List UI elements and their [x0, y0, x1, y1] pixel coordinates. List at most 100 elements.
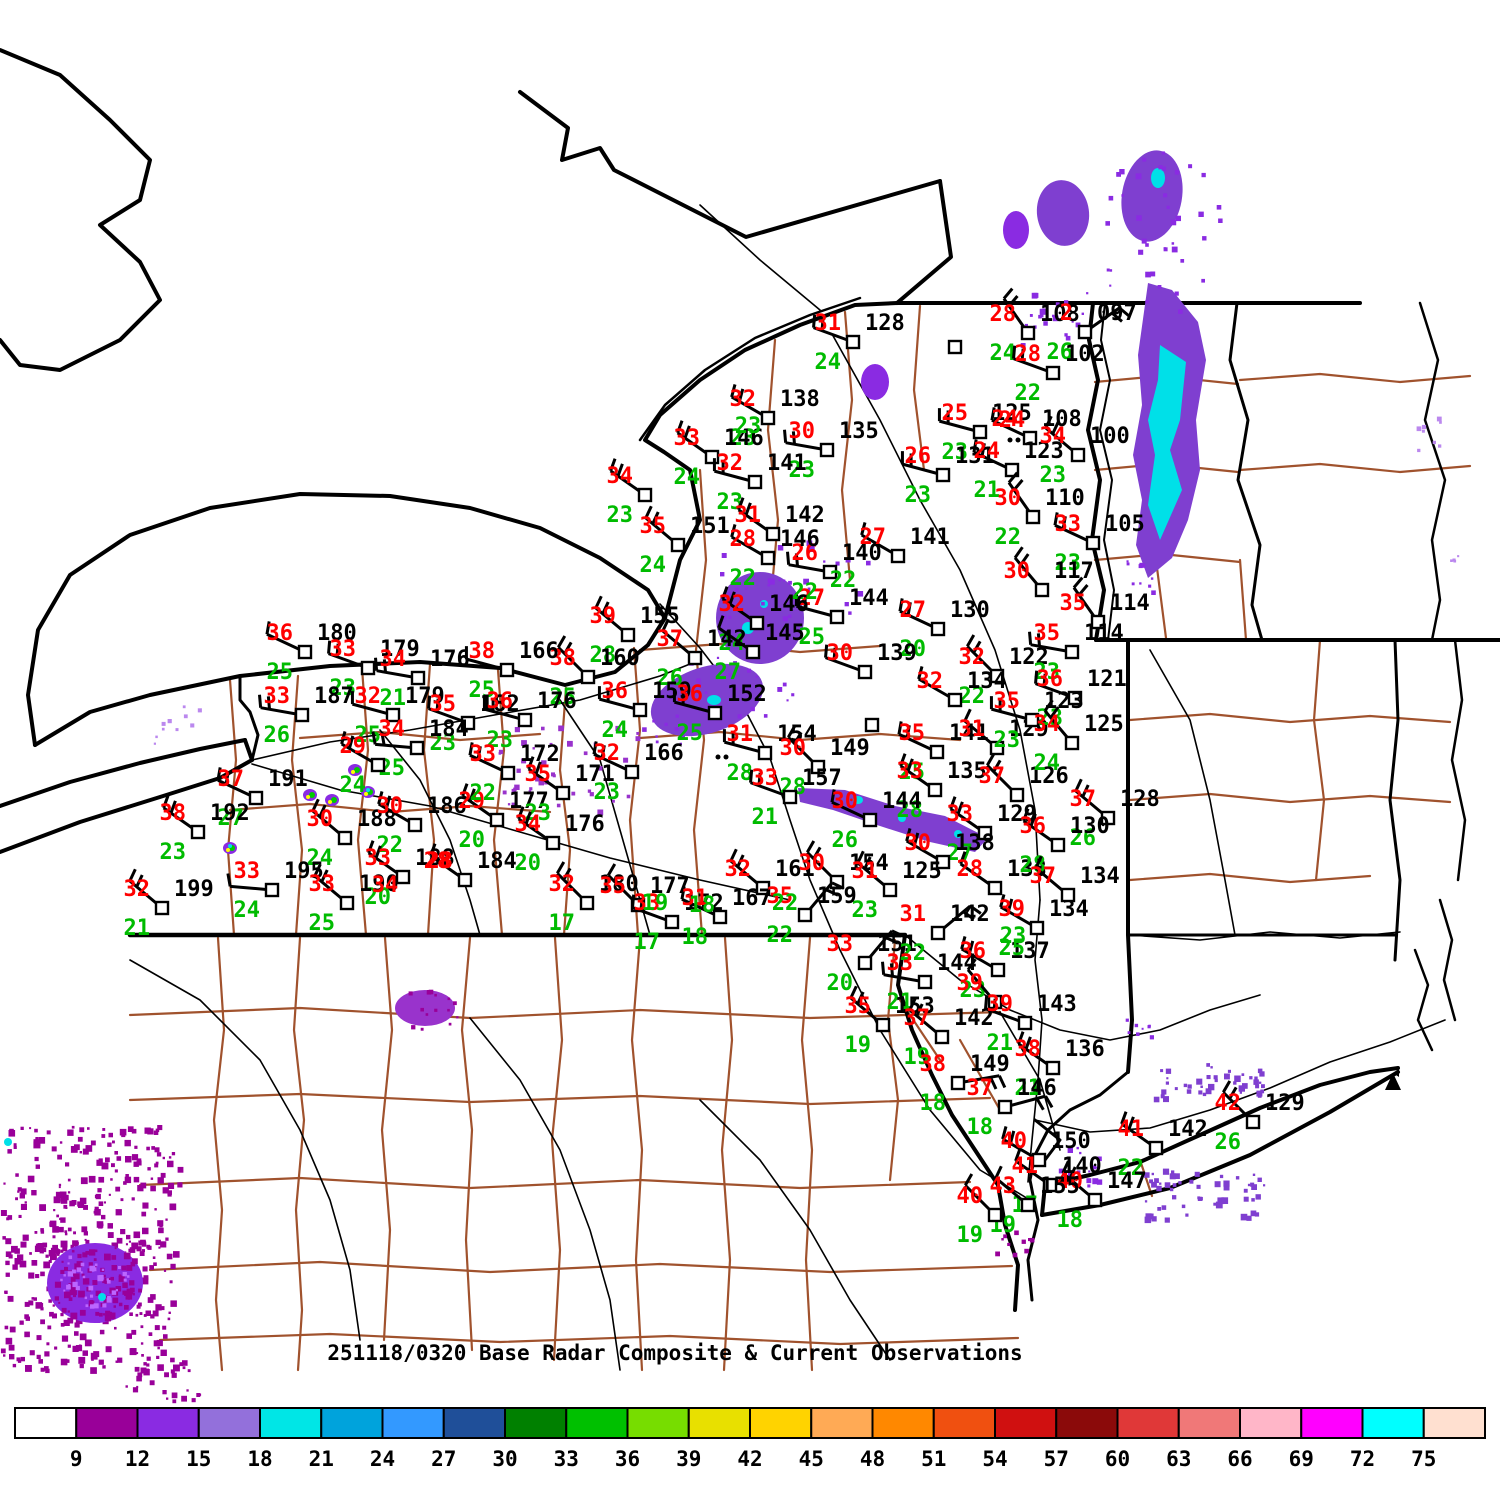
wind-barb-tick [1002, 287, 1014, 300]
radar-speckle [60, 1323, 65, 1327]
station-temperature: 38 [160, 801, 187, 826]
wind-barb-tick [524, 811, 532, 825]
radar-speckle [1001, 1238, 1004, 1241]
wind-barb-tick [990, 407, 996, 421]
wind-barb-tick [972, 640, 982, 654]
radar-speckle [1224, 1073, 1230, 1080]
radar-speckle [425, 1013, 429, 1016]
station-square [1090, 614, 1106, 630]
radar-speckle [134, 1145, 138, 1149]
station-square [1024, 712, 1040, 728]
wind-barb-tick [986, 753, 996, 767]
radar-speckle [110, 1178, 113, 1181]
radar-speckle [1141, 1027, 1144, 1030]
station-plot: 37 134 [1030, 855, 1120, 903]
wind-barb-tick [967, 940, 975, 954]
radar-speckle [1116, 172, 1121, 177]
radar-speckle [124, 1139, 131, 1147]
radar-speckle [1064, 333, 1068, 337]
radar-speckle [704, 691, 708, 694]
radar-speckle [146, 1356, 151, 1361]
station-pressure: 191 [268, 767, 308, 792]
wind-barb-tick [224, 770, 230, 785]
radar-speckle [1164, 1182, 1171, 1188]
radar-speckle [1145, 300, 1149, 304]
station-dewpoint: 27 [715, 660, 742, 685]
station-pressure: 130 [1070, 814, 1110, 839]
radar-speckle [168, 1311, 171, 1314]
station-square [930, 621, 946, 637]
radar-speckle [168, 1156, 172, 1159]
station-pressure: 138 [955, 831, 995, 856]
station-pressure: 108 [1040, 302, 1080, 327]
radar-speckle [1223, 1180, 1230, 1187]
radar-speckle [1165, 1081, 1169, 1085]
station-pressure: 155 [1040, 1174, 1080, 1199]
station-temperature: 40 [1001, 1129, 1028, 1154]
radar-speckle [1243, 1188, 1248, 1193]
station-pressure: 141 [910, 525, 950, 550]
station-pressure: 190 [359, 872, 399, 897]
station-pressure: 149 [830, 736, 870, 761]
radar-speckle [130, 1348, 137, 1354]
radar-speckle [1157, 1207, 1162, 1211]
radar-speckle [77, 1136, 83, 1142]
radar-speckle [1081, 312, 1084, 315]
station-pressure: 150 [1051, 1129, 1091, 1154]
radar-speckle [1156, 1185, 1162, 1192]
colorbar-cell [626, 1407, 690, 1439]
map-line [912, 304, 926, 472]
wind-barb-tick [1035, 1097, 1045, 1111]
radar-speckle [114, 1169, 118, 1173]
radar-speckle [41, 1251, 44, 1254]
station-temperature: 36 [602, 679, 629, 704]
station-dewpoint: 23 [942, 440, 969, 465]
radar-speckle [513, 787, 517, 791]
radar-speckle [161, 727, 165, 731]
station-dewpoint: 23 [430, 731, 457, 756]
radar-speckle [33, 1141, 41, 1149]
radar-speckle [60, 1358, 68, 1366]
station-square [670, 537, 686, 553]
radar-speckle [728, 591, 731, 595]
radar-speckle [126, 1333, 132, 1339]
radar-speckle [1257, 1177, 1262, 1182]
station-temperature: 38 [920, 1052, 947, 1077]
radar-speckle [114, 1247, 117, 1250]
radar-speckle [8, 1254, 13, 1259]
radar-speckle [1169, 1187, 1174, 1192]
station-square [1045, 1060, 1061, 1076]
radar-speckle [127, 1297, 130, 1300]
radar-speckle [81, 1273, 85, 1277]
radar-speckle [1096, 1166, 1099, 1169]
wind-barb-tick [347, 735, 355, 749]
radar-speckle [67, 1310, 70, 1313]
radar-speckle [532, 747, 535, 750]
map-line [1450, 638, 1467, 882]
station-square [707, 705, 723, 721]
map-line [148, 1260, 1014, 1274]
radar-speckle [136, 1385, 139, 1388]
station-square [1025, 509, 1041, 525]
radar-speckle [1065, 335, 1071, 341]
radar-speckle [1166, 205, 1170, 209]
station-pressure: 144 [882, 789, 922, 814]
station-dewpoint: 18 [920, 1091, 947, 1116]
station-dewpoint: 18 [1057, 1208, 1084, 1233]
colorbar-cell [381, 1407, 445, 1439]
radar-speckle [1251, 1184, 1257, 1190]
radar-speckle [67, 1344, 71, 1348]
colorbar-label: 48 [860, 1447, 885, 1471]
radar-speckle [1178, 309, 1183, 314]
station-dewpoint: 22 [959, 684, 986, 709]
radar-speckle [179, 1362, 184, 1367]
station-temperature: 33 [674, 426, 701, 451]
radar-speckle [80, 1271, 83, 1274]
station-temperature: 38 [550, 646, 577, 671]
map-line [1043, 1066, 1400, 1187]
